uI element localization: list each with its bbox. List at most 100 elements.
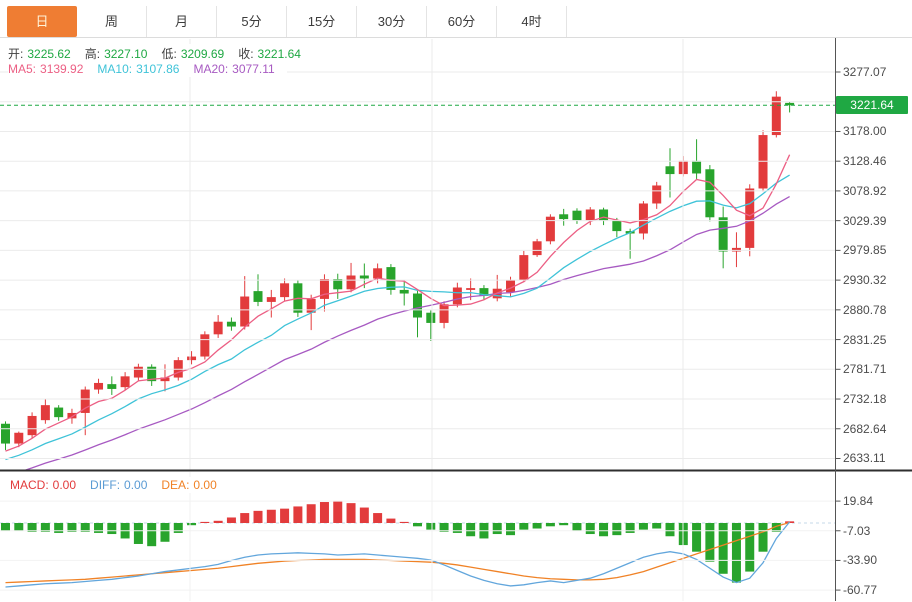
tab-4hour[interactable]: 4时 xyxy=(497,6,567,37)
candle-body xyxy=(80,389,90,413)
macd-bar xyxy=(319,502,329,523)
macd-bar xyxy=(306,504,316,523)
macd-bar xyxy=(107,523,117,535)
ma20-value: 3077.11 xyxy=(232,62,275,76)
macd-bar xyxy=(27,523,37,532)
candle-body xyxy=(426,312,436,323)
macd-tick-label: -60.77 xyxy=(843,583,878,598)
macd-bar xyxy=(638,523,648,530)
high-value: 3227.10 xyxy=(104,47,148,61)
candle-body xyxy=(705,169,715,218)
candle-body xyxy=(280,283,290,298)
price-tick-label: 2732.18 xyxy=(843,392,887,407)
macd-bar xyxy=(399,521,409,523)
macd-readout: MACD: 0.00 DIFF: 0.00 DEA: 0.00 xyxy=(10,477,229,493)
macd-tick-label: 19.84 xyxy=(843,494,874,509)
tab-week[interactable]: 周 xyxy=(77,6,147,37)
candle-body xyxy=(94,382,104,390)
interval-tabbar: 日周月 5分 15分 30分 60分 4时 xyxy=(0,0,912,38)
candle-body xyxy=(612,220,622,232)
ma10-line xyxy=(5,174,790,461)
candle-body xyxy=(519,255,529,281)
candle-body xyxy=(160,377,170,382)
price-tick-label: 2682.64 xyxy=(843,421,887,436)
macd-bar xyxy=(545,523,555,527)
candle-body xyxy=(412,293,422,318)
macd-bar xyxy=(758,523,768,552)
candle-body xyxy=(665,166,675,175)
price-tick-label: 3128.46 xyxy=(843,154,887,169)
macd-bar xyxy=(439,523,449,532)
candle-body xyxy=(133,366,143,378)
macd-bar xyxy=(612,523,622,536)
main-price-panel[interactable] xyxy=(0,91,835,476)
candle-body xyxy=(213,321,223,335)
tab-month[interactable]: 月 xyxy=(147,6,217,37)
macd-bar xyxy=(94,523,104,533)
ma-readout: MA5: 3139.92 MA10: 3107.86 MA20: 3077.11 xyxy=(8,61,287,77)
ohlc-readout: 开: 3225.62 高: 3227.10 低: 3209.69 收: 3221.64 xyxy=(8,44,313,63)
diff-value: 0.00 xyxy=(124,478,148,492)
candle-body xyxy=(559,214,569,220)
macd-bar xyxy=(466,523,476,537)
price-tick-label: 2781.71 xyxy=(843,362,887,377)
candle-body xyxy=(306,298,316,313)
macd-panel[interactable] xyxy=(0,500,835,588)
price-tick-label: 3029.39 xyxy=(843,213,887,228)
tab-day[interactable]: 日 xyxy=(7,6,77,37)
macd-value: 0.00 xyxy=(52,478,77,492)
macd-bar xyxy=(492,523,502,535)
candle-body xyxy=(54,407,64,418)
candle-body xyxy=(599,209,609,221)
candle-body xyxy=(1,423,10,444)
diff-line xyxy=(5,521,791,588)
candle-body xyxy=(67,412,77,419)
macd-bar xyxy=(718,523,728,574)
candle-body xyxy=(466,288,476,290)
candle-body xyxy=(758,135,768,189)
candle-body xyxy=(14,432,24,444)
close-value: 3221.64 xyxy=(257,47,301,61)
macd-bar xyxy=(652,523,662,529)
price-tick-label: 3178.00 xyxy=(843,124,887,139)
candle-body xyxy=(452,287,462,305)
macd-bar xyxy=(80,523,90,532)
macd-bar xyxy=(585,523,595,535)
macd-bar xyxy=(412,523,422,527)
macd-bar xyxy=(625,523,635,533)
candle-body xyxy=(545,216,555,242)
macd-bar xyxy=(67,523,77,532)
candle-body xyxy=(731,247,741,252)
macd-bar xyxy=(54,523,64,533)
macd-bar xyxy=(293,506,303,523)
macd-bar xyxy=(187,523,197,526)
diff-label: DIFF: xyxy=(90,478,121,492)
candle-body xyxy=(585,209,595,221)
macd-bar xyxy=(519,523,529,530)
candle-body xyxy=(107,384,117,389)
candle-body xyxy=(718,217,728,252)
candle-body xyxy=(532,241,542,256)
candle-body xyxy=(439,304,449,323)
low-value: 3209.69 xyxy=(180,47,225,61)
price-tick-label: 2979.85 xyxy=(843,243,887,258)
tab-5min[interactable]: 5分 xyxy=(217,6,287,37)
ma10-label: MA10: xyxy=(97,62,133,76)
tab-60min[interactable]: 60分 xyxy=(427,6,497,37)
macd-bar xyxy=(373,513,383,523)
macd-bar xyxy=(452,523,462,533)
candle-body xyxy=(479,288,489,296)
price-tick-label: 3078.92 xyxy=(843,183,887,198)
candle-body xyxy=(572,210,582,221)
macd-bar xyxy=(333,500,343,523)
tab-30min[interactable]: 30分 xyxy=(357,6,427,37)
tab-15min[interactable]: 15分 xyxy=(287,6,357,37)
dea-label: DEA: xyxy=(161,478,190,492)
macd-bar xyxy=(532,523,542,529)
macd-tick-label: -33.90 xyxy=(843,553,878,568)
candle-body xyxy=(27,415,37,436)
macd-bar xyxy=(253,510,263,523)
macd-bar xyxy=(506,523,516,536)
candle-body xyxy=(692,160,702,174)
